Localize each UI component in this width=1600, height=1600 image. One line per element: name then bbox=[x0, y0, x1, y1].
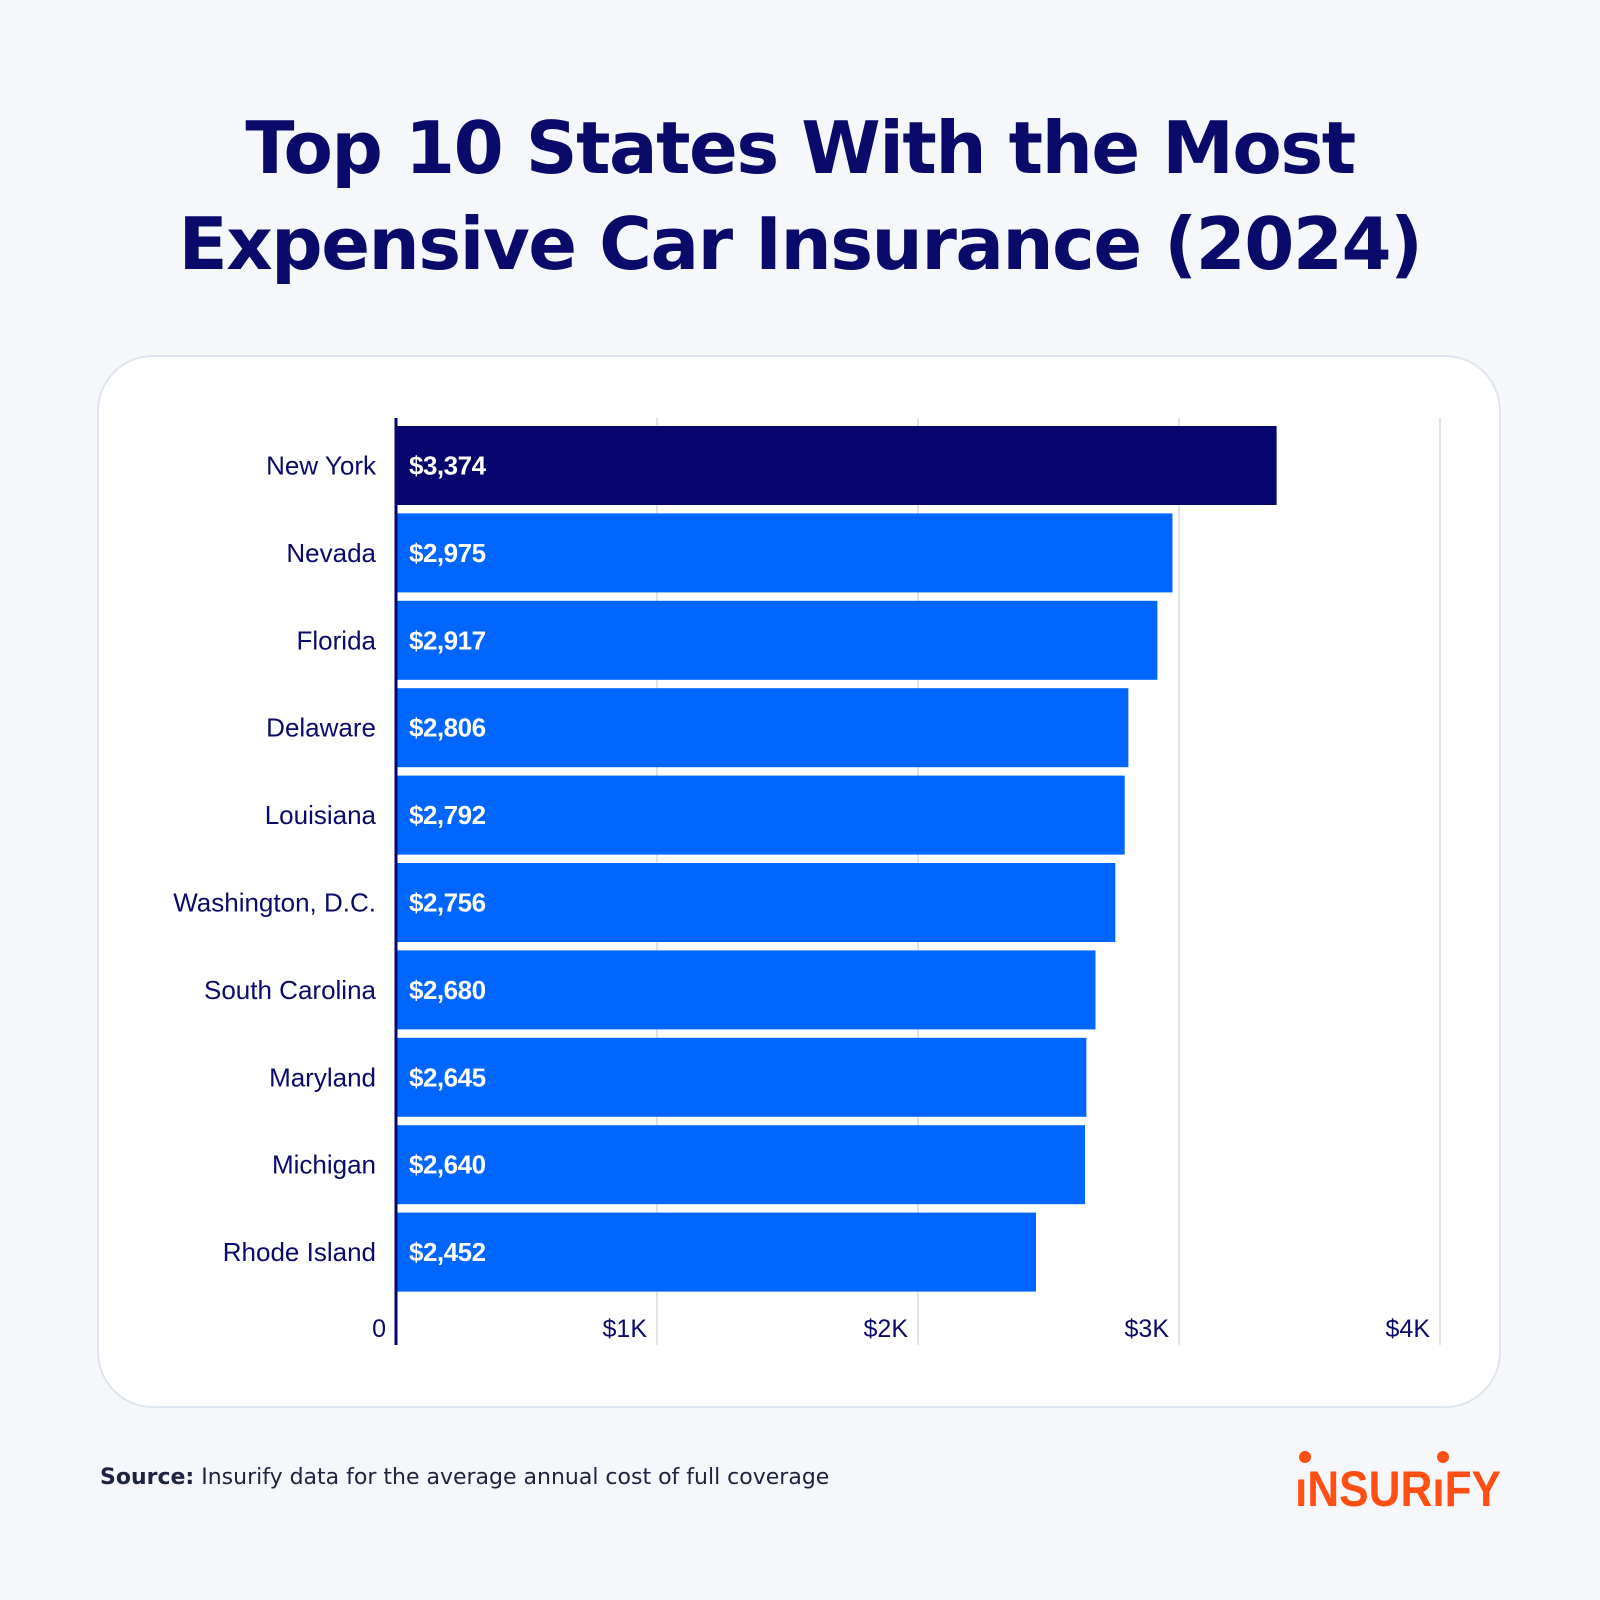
chart-title: Top 10 States With the Most Expensive Ca… bbox=[0, 100, 1600, 292]
title-line-1: Top 10 States With the Most bbox=[245, 106, 1356, 190]
bar-rhode-island bbox=[396, 1212, 1036, 1292]
data-label: $2,792 bbox=[409, 800, 486, 830]
bar-new-york bbox=[396, 426, 1277, 505]
category-label: Washington, D.C. bbox=[173, 888, 376, 918]
bar-maryland bbox=[396, 1037, 1087, 1117]
data-label: $2,680 bbox=[409, 975, 486, 1005]
title-line-2: Expensive Car Insurance (2024) bbox=[178, 202, 1423, 286]
insurify-logo: ıNSURıFY bbox=[1295, 1451, 1501, 1510]
x-tick-label: $1K bbox=[603, 1315, 648, 1343]
category-label: South Carolina bbox=[204, 975, 377, 1005]
category-label: Rhode Island bbox=[223, 1237, 376, 1267]
data-label: $2,917 bbox=[409, 625, 486, 655]
svg-text:ıNSURıFY: ıNSURıFY bbox=[1295, 1461, 1501, 1510]
x-tick-label: $2K bbox=[864, 1315, 909, 1343]
category-label: Michigan bbox=[272, 1150, 376, 1180]
data-label: $2,975 bbox=[409, 538, 486, 568]
bar-florida bbox=[396, 600, 1158, 680]
category-label: Delaware bbox=[266, 713, 376, 743]
source-text: Insurify data for the average annual cos… bbox=[194, 1465, 830, 1490]
category-label: Florida bbox=[297, 625, 377, 655]
category-label: New York bbox=[266, 451, 377, 481]
data-label: $2,645 bbox=[409, 1062, 486, 1092]
source-note: Source: Insurify data for the average an… bbox=[100, 1465, 829, 1490]
x-tick-label: $4K bbox=[1386, 1315, 1431, 1343]
data-label: $2,640 bbox=[409, 1150, 486, 1180]
bar-washington-d-c- bbox=[396, 863, 1116, 942]
x-tick-label: $3K bbox=[1125, 1315, 1170, 1343]
data-label: $3,374 bbox=[409, 451, 487, 481]
bar-south-carolina bbox=[396, 950, 1096, 1030]
data-label: $2,452 bbox=[409, 1237, 486, 1267]
x-tick-label: 0 bbox=[372, 1315, 386, 1343]
category-label: Maryland bbox=[269, 1062, 376, 1092]
source-label: Source: bbox=[100, 1465, 195, 1490]
bar-delaware bbox=[396, 688, 1129, 768]
category-label: Louisiana bbox=[265, 800, 377, 830]
bar-michigan bbox=[396, 1125, 1086, 1205]
data-label: $2,806 bbox=[409, 713, 486, 743]
category-label: Nevada bbox=[286, 538, 376, 568]
bar-nevada bbox=[396, 513, 1173, 593]
bar-louisiana bbox=[396, 775, 1125, 855]
data-label: $2,756 bbox=[409, 888, 486, 918]
